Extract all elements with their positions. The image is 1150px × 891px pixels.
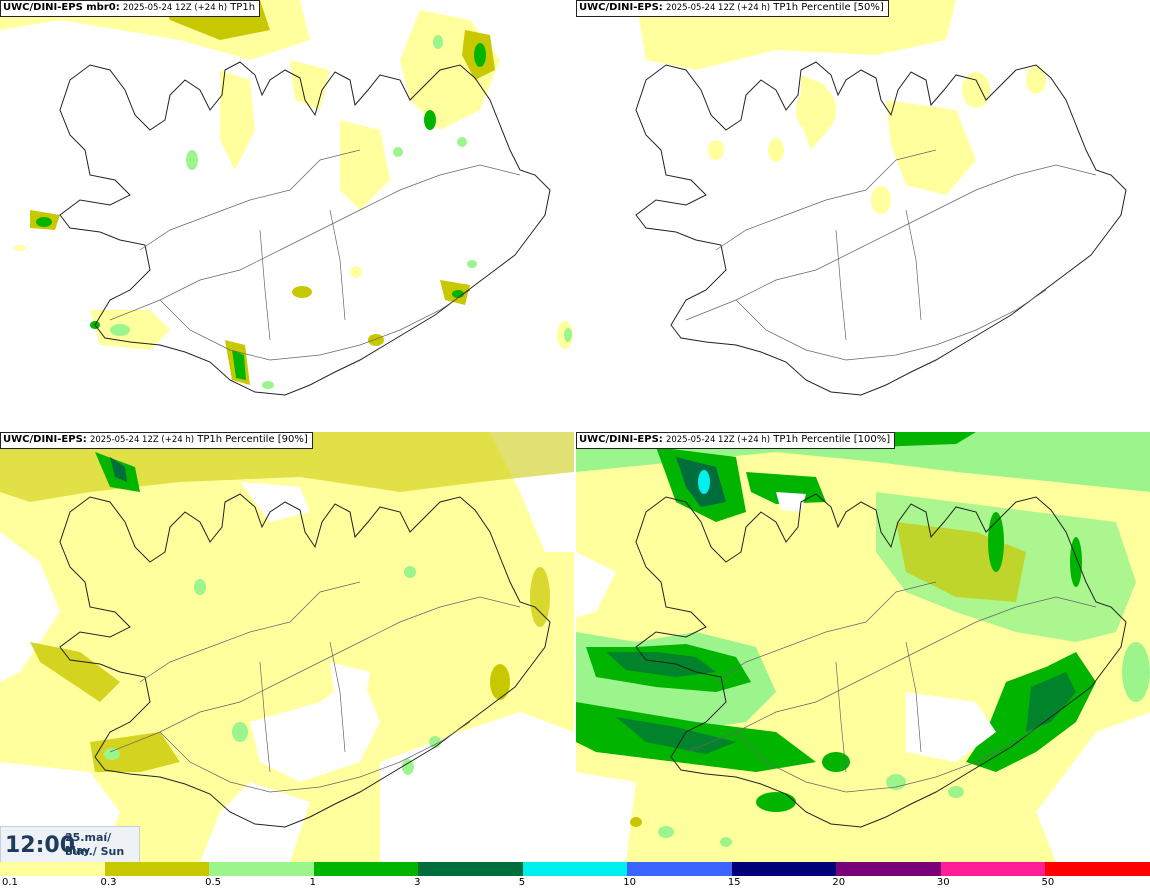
panel-title: UWC/DINI-EPS: 2025-05-24 12Z (+24 h) TP1… xyxy=(576,0,889,17)
legend-label: 0.5 xyxy=(205,877,221,888)
precip-map-p50 xyxy=(635,0,1127,396)
legend-swatch xyxy=(104,862,210,876)
legend-swatch xyxy=(731,862,837,876)
valid-time: 12:00 xyxy=(5,833,76,858)
legend-swatch xyxy=(209,862,315,876)
legend-swatch xyxy=(418,862,524,876)
panel-title: UWC/DINI-EPS: 2025-05-24 12Z (+24 h) TP1… xyxy=(0,432,313,449)
precip-map-mbr0 xyxy=(0,0,573,396)
valid-time-box: 12:00 25.maí/ May Sun./ Sun xyxy=(0,826,140,864)
road-network xyxy=(109,149,521,361)
coastline xyxy=(59,493,551,828)
precip-areas xyxy=(636,0,1046,214)
map-panel-mbr0[interactable]: UWC/DINI-EPS mbr0: 2025-05-24 12Z (+24 h… xyxy=(0,0,574,430)
valid-date: 25.maí/ May xyxy=(65,831,112,857)
coastline xyxy=(59,61,551,396)
precip-map-p90 xyxy=(0,432,574,862)
road-network xyxy=(109,581,521,793)
coastline xyxy=(635,493,1127,828)
legend-label: 10 xyxy=(623,877,636,888)
map-panel-p90[interactable]: UWC/DINI-EPS: 2025-05-24 12Z (+24 h) TP1… xyxy=(0,432,574,862)
legend-label: 50 xyxy=(1041,877,1055,888)
legend-label: 0.3 xyxy=(100,877,117,888)
map-panel-p50[interactable]: UWC/DINI-EPS: 2025-05-24 12Z (+24 h) TP1… xyxy=(576,0,1150,430)
legend-swatch xyxy=(940,862,1046,876)
legend-label: 20 xyxy=(832,877,846,888)
legend-label: 0.1 xyxy=(2,877,18,888)
legend-swatch xyxy=(1045,862,1150,876)
precip-areas xyxy=(0,432,574,862)
road-network xyxy=(685,149,1097,361)
legend-swatch xyxy=(0,862,106,876)
panel-title: UWC/DINI-EPS: 2025-05-24 12Z (+24 h) TP1… xyxy=(576,432,896,449)
legend-swatch xyxy=(522,862,628,876)
legend-label: 5 xyxy=(518,877,526,888)
precip-areas xyxy=(576,432,1150,862)
legend-swatch xyxy=(836,862,942,876)
legend-label: 15 xyxy=(727,877,741,888)
panel-title: UWC/DINI-EPS mbr0: 2025-05-24 12Z (+24 h… xyxy=(0,0,261,17)
legend-label: 30 xyxy=(936,877,950,888)
legend-swatch xyxy=(313,862,419,876)
precip-areas xyxy=(0,0,573,389)
road-network xyxy=(685,581,1097,793)
precip-map-p100 xyxy=(576,432,1150,862)
map-panel-p100[interactable]: UWC/DINI-EPS: 2025-05-24 12Z (+24 h) TP1… xyxy=(576,432,1150,862)
legend-label: 3 xyxy=(414,877,421,888)
color-legend: 0.1 0.3 0.5 1 3 5 10 15 20 30 50 xyxy=(0,862,1150,891)
valid-day: Sun./ Sun xyxy=(65,845,125,858)
panel-divider-horizontal xyxy=(0,430,1150,432)
legend-swatch xyxy=(627,862,733,876)
coastline xyxy=(635,61,1127,396)
legend-label: 1 xyxy=(309,877,316,888)
